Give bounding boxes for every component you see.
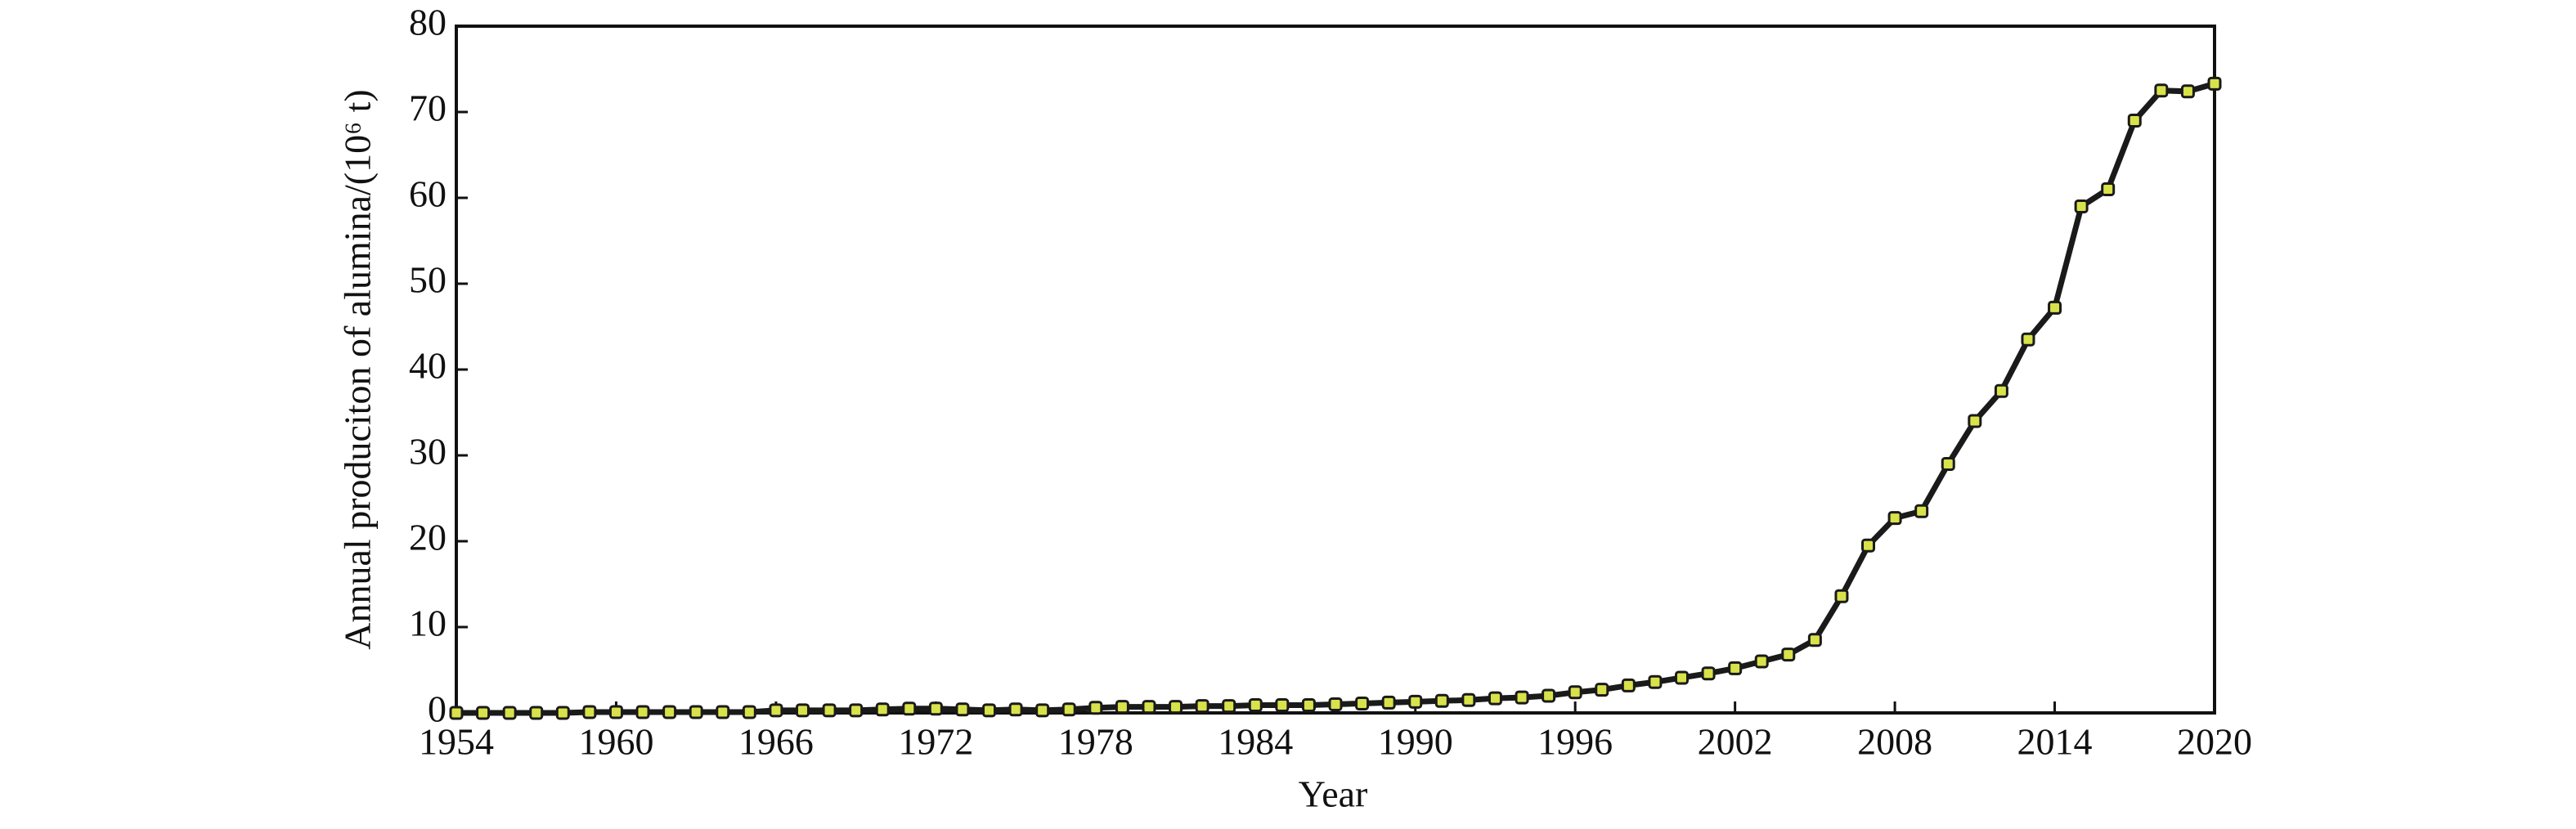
data-point <box>555 706 570 720</box>
data-point <box>1621 678 1636 692</box>
data-point <box>902 701 917 716</box>
data-point <box>742 705 756 719</box>
data-point <box>1355 696 1370 710</box>
y-tick-label: 40 <box>409 345 447 387</box>
x-tick-label: 2008 <box>1857 721 1932 763</box>
y-tick-label: 80 <box>409 2 447 43</box>
x-tick-label: 2014 <box>2017 721 2093 763</box>
data-point <box>1542 688 1556 703</box>
data-point <box>476 706 491 720</box>
data-point <box>1301 698 1316 713</box>
x-tick-label: 1960 <box>578 721 653 763</box>
data-point <box>608 705 623 719</box>
data-point <box>928 701 943 716</box>
data-point <box>2127 114 2142 128</box>
x-tick-label: 1990 <box>1378 721 1453 763</box>
x-tick-label: 1996 <box>1537 721 1613 763</box>
data-point <box>1914 504 1929 518</box>
data-point <box>1515 690 1529 705</box>
x-tick-label: 1972 <box>898 721 973 763</box>
data-point <box>982 703 997 718</box>
y-tick-label: 30 <box>409 431 447 473</box>
data-point <box>2180 84 2195 99</box>
data-point <box>1088 701 1103 715</box>
data-point <box>1834 589 1849 603</box>
data-point <box>1941 457 1955 471</box>
x-tick-label: 1966 <box>738 721 814 763</box>
data-point <box>1381 695 1396 710</box>
data-point <box>1968 414 1982 428</box>
data-point <box>1275 698 1290 713</box>
data-point <box>529 706 544 720</box>
y-tick-label: 20 <box>409 517 447 558</box>
data-point <box>1008 702 1023 717</box>
y-axis-label: Annual produciton of alumina/(10⁶ t) <box>337 89 379 649</box>
data-point <box>449 706 464 720</box>
data-point <box>2207 76 2222 91</box>
data-point <box>2074 199 2089 213</box>
data-point <box>875 702 890 717</box>
data-point <box>955 702 970 717</box>
y-tick-label: 0 <box>428 688 447 730</box>
data-point <box>716 705 730 719</box>
data-point <box>1648 674 1663 689</box>
x-tick-label: 1978 <box>1058 721 1133 763</box>
data-point <box>1169 700 1183 715</box>
data-point <box>1142 700 1156 715</box>
y-tick-label: 10 <box>409 603 447 644</box>
data-point <box>1061 702 1076 717</box>
y-tick-label: 50 <box>409 259 447 301</box>
data-point <box>1807 633 1822 648</box>
data-point <box>502 706 517 720</box>
data-point <box>1222 699 1236 714</box>
data-point <box>1434 693 1449 708</box>
data-point <box>1035 703 1050 718</box>
data-point <box>635 705 650 719</box>
data-point <box>1781 648 1796 662</box>
data-point <box>2048 300 2062 315</box>
x-axis-label: Year <box>1299 773 1368 815</box>
y-tick-label: 70 <box>409 87 447 129</box>
data-point <box>1328 697 1343 711</box>
data-point <box>582 705 597 719</box>
data-point <box>795 703 810 718</box>
data-point <box>1861 538 1876 553</box>
data-point <box>1728 661 1743 675</box>
data-point <box>1595 683 1609 697</box>
data-point <box>1994 383 2008 398</box>
data-point <box>769 703 783 718</box>
data-point <box>1115 700 1129 715</box>
data-point <box>2154 83 2169 98</box>
data-point <box>1674 670 1689 685</box>
data-point <box>689 705 703 719</box>
x-tick-label: 1984 <box>1218 721 1293 763</box>
y-tick-label: 60 <box>409 173 447 215</box>
data-point <box>1754 654 1769 669</box>
data-point <box>1408 694 1423 709</box>
x-tick-label: 2020 <box>2177 721 2252 763</box>
data-point <box>662 705 677 719</box>
data-point <box>822 703 837 718</box>
x-tick-label: 1954 <box>419 721 494 763</box>
data-point <box>849 703 864 718</box>
data-point <box>1248 698 1263 713</box>
data-line <box>456 80 2215 716</box>
x-tick-label: 2002 <box>1698 721 1773 763</box>
data-point <box>1461 692 1476 707</box>
data-point <box>1887 511 1902 526</box>
data-point <box>1195 699 1209 714</box>
data-point <box>1568 685 1582 700</box>
data-point <box>1701 666 1716 681</box>
data-point <box>1488 691 1502 706</box>
plot-frame <box>455 25 2216 715</box>
data-point <box>2101 182 2116 196</box>
data-point <box>2021 332 2035 347</box>
